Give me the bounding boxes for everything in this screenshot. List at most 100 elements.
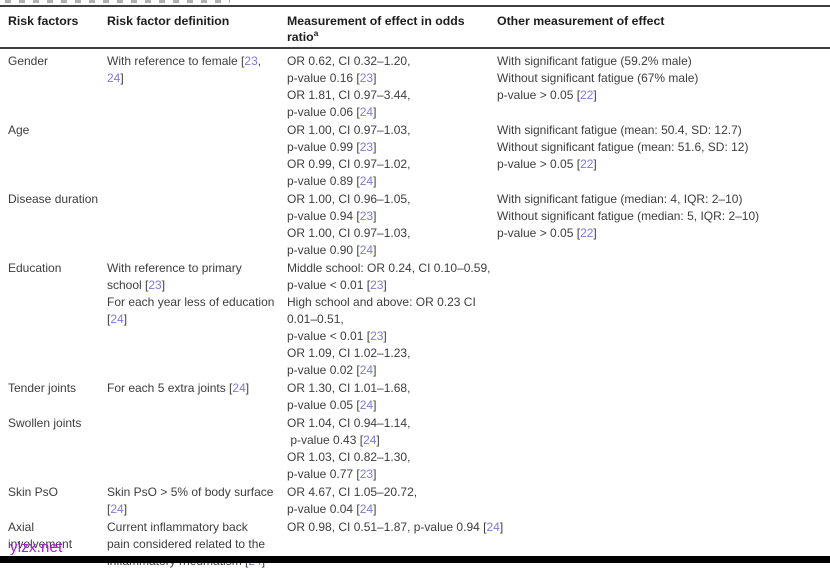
citation-link[interactable]: 24: [110, 312, 124, 326]
cell-risk-factor: Skin PsO: [8, 484, 107, 518]
text-line: Without significant fatigue (mean: 51.6,…: [497, 140, 749, 154]
text-line: OR 1.00, CI 0.97–1.03,: [287, 226, 411, 240]
citation-link[interactable]: 24: [359, 502, 374, 516]
citation-link[interactable]: 22: [580, 157, 594, 171]
text-line: Tender joints: [8, 381, 77, 395]
column-header-risk-factors: Risk factors: [8, 13, 107, 45]
text-line: Disease duration: [8, 192, 99, 206]
citation-link[interactable]: 22: [580, 88, 594, 102]
cell-risk-factor: Age: [8, 122, 107, 190]
cell-other-measure: With significant fatigue (median: 4, IQR…: [497, 191, 822, 259]
citation-link[interactable]: 24: [232, 381, 246, 395]
column-header-other-measure: Other measurement of effect: [497, 13, 822, 45]
text-line: ratioa: [287, 27, 319, 44]
text-line: 24]: [107, 71, 124, 85]
citation-link[interactable]: 23: [359, 467, 374, 481]
cell-other-measure: [497, 380, 822, 414]
text-line: [24]: [107, 312, 128, 326]
citation-link[interactable]: 24: [359, 105, 374, 119]
cell-definition: Skin PsO > 5% of body surface [24]: [107, 484, 287, 518]
text-line: pain considered related to the: [107, 537, 266, 551]
text-line: p-value 0.90 [24]: [287, 243, 377, 257]
text-line: With significant fatigue (59.2% male): [497, 54, 692, 68]
text-line: OR 1.03, CI 0.82–1.30,: [287, 450, 411, 464]
text-line: p-value < 0.01 [23]: [287, 278, 387, 292]
citation-link[interactable]: 23: [148, 278, 162, 292]
text-line: OR 0.62, CI 0.32–1.20,: [287, 54, 411, 68]
text-line: OR 1.81, CI 0.97–3.44,: [287, 88, 411, 102]
risk-factors-table: Risk factors Risk factor definition Measur…: [0, 5, 830, 570]
text-line: Other measurement of effect: [497, 14, 665, 28]
text-line: [24]: [107, 502, 128, 516]
text-line: Without significant fatigue (67% male): [497, 71, 699, 85]
table-row: Skin PsO Skin PsO > 5% of body surface [24…: [0, 484, 830, 518]
text-line: school [23]: [107, 278, 166, 292]
text-line: p-value > 0.05 [22]: [497, 226, 597, 240]
text-line: p-value > 0.05 [22]: [497, 88, 597, 102]
cell-other-measure: With significant fatigue (59.2% male) Wit…: [497, 53, 822, 121]
text-line: OR 1.00, CI 0.97–1.03,: [287, 123, 411, 137]
citation-link[interactable]: 24: [363, 433, 377, 447]
cell-odds-ratio: OR 1.00, CI 0.97–1.03, p-value 0.99 [23] O…: [287, 122, 497, 190]
text-line: p-value 0.43 [24]: [287, 433, 380, 447]
citation-link[interactable]: 23: [359, 71, 374, 85]
text-line: p-value < 0.01 [23]: [287, 329, 387, 343]
citation-link[interactable]: 24: [359, 363, 374, 377]
text-line: Gender: [8, 54, 49, 68]
text-line: For each 5 extra joints [24]: [107, 381, 250, 395]
citation-link[interactable]: 24: [486, 520, 500, 534]
text-line: p-value 0.77 [23]: [287, 467, 377, 481]
citation-link[interactable]: 24: [110, 502, 124, 516]
cell-definition: [107, 191, 287, 259]
citation-link[interactable]: 23: [370, 278, 384, 292]
text-line: OR 1.04, CI 0.94–1.14,: [287, 416, 411, 430]
citation-link[interactable]: 24: [359, 243, 374, 257]
text-line: OR 1.30, CI 1.01–1.68,: [287, 381, 411, 395]
text-line: Skin PsO > 5% of body surface: [107, 485, 274, 499]
text-line: Risk factors: [8, 14, 79, 28]
cell-other-measure: [497, 260, 822, 379]
cell-definition: [107, 415, 287, 483]
text-line: 0.01–0.51,: [287, 312, 344, 326]
text-line: Axial: [8, 520, 35, 534]
text-line: For each year less of education: [107, 295, 275, 309]
text-line: OR 1.09, CI 1.02–1.23,: [287, 346, 411, 360]
text-line: Age: [8, 123, 30, 137]
cell-other-measure: With significant fatigue (mean: 50.4, SD…: [497, 122, 822, 190]
table-row: Disease duration OR 1.00, CI 0.96–1.05, p-…: [0, 191, 830, 259]
text-line: With significant fatigue (median: 4, IQR…: [497, 192, 743, 206]
text-line: Education: [8, 261, 62, 275]
text-line: Skin PsO: [8, 485, 59, 499]
cell-risk-factor: Education: [8, 260, 107, 379]
cell-odds-ratio: OR 1.00, CI 0.96–1.05, p-value 0.94 [23] O…: [287, 191, 497, 259]
text-line: OR 0.98, CI 0.51–1.87, p-value 0.94 [24]: [287, 520, 504, 534]
citation-link[interactable]: 24: [359, 398, 374, 412]
cell-definition: With reference to primary school [23] For …: [107, 260, 287, 379]
cell-other-measure: [497, 484, 822, 518]
citation-link[interactable]: 23: [359, 209, 374, 223]
cell-odds-ratio: OR 0.62, CI 0.32–1.20, p-value 0.16 [23] O…: [287, 53, 497, 121]
cell-risk-factor: Swollen joints: [8, 415, 107, 483]
citation-link[interactable]: 24: [359, 174, 374, 188]
table-header-row: Risk factors Risk factor definition Measur…: [0, 7, 830, 49]
text-line: p-value 0.04 [24]: [287, 502, 377, 516]
cell-other-measure: [497, 415, 822, 483]
footnote-marker-a: a: [313, 27, 319, 38]
citation-link[interactable]: 24: [107, 71, 121, 85]
citation-link[interactable]: 23: [244, 54, 258, 68]
text-line: p-value 0.89 [24]: [287, 174, 377, 188]
text-line: p-value 0.02 [24]: [287, 363, 377, 377]
citation-link[interactable]: 23: [370, 329, 384, 343]
cell-odds-ratio: OR 4.67, CI 1.05–20.72, p-value 0.04 [24]: [287, 484, 497, 518]
table-row: Gender With reference to female [23, 24] OR…: [0, 53, 830, 121]
text-line: With reference to female [23,: [107, 54, 262, 68]
text-line: p-value 0.16 [23]: [287, 71, 377, 85]
text-line: OR 0.99, CI 0.97–1.02,: [287, 157, 411, 171]
citation-link[interactable]: 22: [580, 226, 594, 240]
text-line: Measurement of effect in odds: [287, 14, 465, 28]
text-line: Risk factor definition: [107, 14, 230, 28]
citation-link[interactable]: 23: [359, 140, 374, 154]
bottom-black-bar: [0, 556, 830, 563]
text-line: involvement: [8, 537, 73, 551]
table-row: Age OR 1.00, CI 0.97–1.03, p-value 0.99 [2…: [0, 122, 830, 190]
